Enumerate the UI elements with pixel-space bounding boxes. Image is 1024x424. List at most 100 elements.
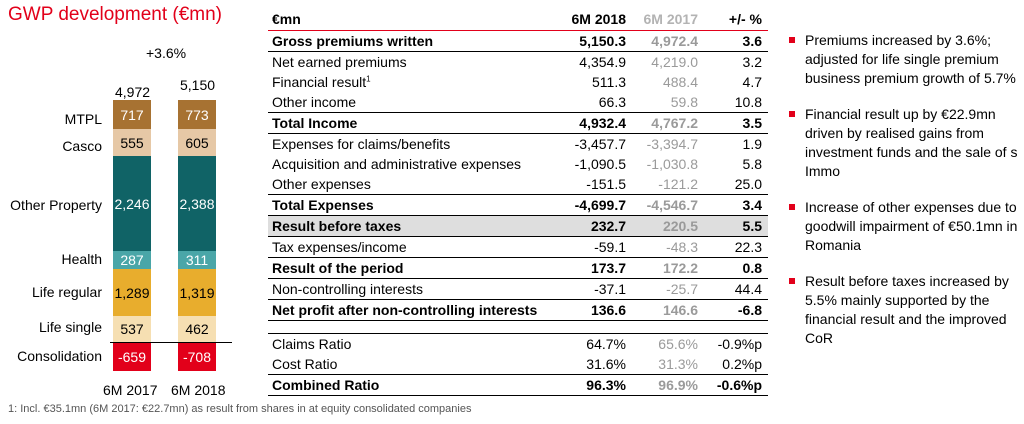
row-label: Cost Ratio	[268, 354, 560, 375]
header-2017: 6M 2017	[632, 7, 704, 31]
row-label-text: Financial result	[272, 74, 367, 90]
value-2017: 59.8	[632, 92, 704, 113]
total-2018: 5,150	[180, 77, 216, 93]
row-label: Expenses for claims/benefits	[272, 136, 451, 152]
row-label: Other expenses	[268, 174, 560, 195]
value-2018: -1,090.5	[574, 156, 626, 172]
value-change: 3.6	[704, 30, 768, 52]
value-change: 0.2%p	[704, 354, 768, 375]
value-2018: 64.7%	[560, 333, 632, 354]
row-label: Result before taxes	[268, 215, 560, 237]
segment-label-health: Health	[61, 251, 102, 267]
value-change: 22.3	[704, 236, 768, 258]
value-2017: -3,394.7	[646, 136, 698, 152]
bar-segment: -708	[178, 342, 216, 371]
segment-label-other-property: Other Property	[10, 197, 102, 213]
value-2017: -48.3	[632, 236, 704, 258]
bar-segment: 1,289	[113, 269, 151, 316]
spacer-cell	[704, 321, 768, 334]
x-label-2017: 6M 2017	[103, 382, 158, 398]
bullet-text: Premiums increased by 3.6%; adjusted for…	[805, 32, 1016, 86]
value-change: -0.6%p	[704, 374, 768, 396]
table-row: Net earned premiums 4,354.9 4,219.0 3.2	[268, 52, 768, 73]
value-2018: 232.7	[560, 215, 632, 237]
chart-title: GWP development (€mn)	[8, 4, 223, 25]
value-2018: -151.5	[560, 174, 632, 195]
value-2017: 31.3%	[632, 354, 704, 375]
value-2018: 5,150.3	[560, 30, 632, 52]
bullet-square-icon	[789, 204, 795, 210]
value-2017: 4,972.4	[632, 30, 704, 52]
row-label: Total Expenses	[268, 194, 560, 216]
bullet-square-icon	[789, 37, 795, 43]
value-2018: 511.3	[592, 74, 626, 90]
table-row: Total Income 4,932.4 4,767.2 3.5	[268, 112, 768, 134]
value-2018: -37.1	[560, 278, 632, 300]
table-row: Non-controlling interests -37.1 -25.7 44…	[268, 278, 768, 300]
bar-segment: 2,246	[113, 156, 151, 251]
table-spacer	[268, 321, 768, 334]
bar-segment: 462	[178, 316, 216, 342]
bullet-text: Increase of other expenses due to goodwi…	[805, 199, 1018, 253]
table-row: Financial result1 511.3 488.4 4.7	[268, 72, 768, 92]
row-label: Total Income	[268, 112, 560, 134]
value-change: 3.5	[704, 112, 768, 134]
chart-baseline	[110, 342, 232, 343]
growth-label: +3.6%	[146, 45, 187, 61]
header-change: +/- %	[704, 7, 768, 31]
table-row: Claims Ratio 64.7% 65.6% -0.9%p	[268, 333, 768, 354]
spacer-cell	[560, 321, 632, 334]
value-2017: 96.9%	[632, 374, 704, 396]
segment-label-mtpl: MTPL	[64, 111, 102, 127]
bullet-item: Financial result up by €22.9mn driven by…	[789, 105, 1021, 181]
spacer-cell	[268, 321, 560, 334]
header-label: €mn	[268, 7, 560, 31]
bar-segment: 555	[113, 129, 151, 156]
table-row: Gross premiums written 5,150.3 4,972.4 3…	[268, 30, 768, 52]
value-2017: 65.6%	[632, 333, 704, 354]
footnote-marker: 1	[366, 74, 371, 84]
row-label: Financial result1	[268, 72, 560, 92]
spacer-cell	[632, 321, 704, 334]
row-label: Tax expenses/income	[268, 236, 560, 258]
bar-segment: 311	[178, 251, 216, 269]
value-change: 3.2	[742, 54, 762, 70]
value-change: -6.8	[704, 299, 768, 321]
value-2018: 4,932.4	[560, 112, 632, 134]
value-change: 5.8	[742, 156, 762, 172]
footnote: 1: Incl. €35.1mn (6M 2017: €22.7mn) as r…	[8, 403, 472, 415]
value-2017: -121.2	[632, 174, 704, 195]
total-2017: 4,972	[115, 84, 151, 100]
bar-segment: 605	[178, 129, 216, 156]
value-2018: -3,457.7	[574, 136, 626, 152]
value-2017: 172.2	[632, 257, 704, 279]
table-row: Total Expenses -4,699.7 -4,546.7 3.4	[268, 194, 768, 216]
value-2018: -59.1	[560, 236, 632, 258]
value-2017: 146.6	[632, 299, 704, 321]
table-row: Combined Ratio 96.3% 96.9% -0.6%p	[268, 374, 768, 396]
value-2017: 4,219.0	[651, 54, 698, 70]
bar-segment: -659	[113, 342, 151, 371]
row-label: Non-controlling interests	[268, 278, 560, 300]
segment-label-life-single: Life single	[38, 319, 102, 335]
table-row: Net profit after non-controlling interes…	[268, 299, 768, 321]
value-2017: -25.7	[632, 278, 704, 300]
value-2018: 66.3	[560, 92, 632, 113]
row-label: Combined Ratio	[268, 374, 560, 396]
value-change: 44.4	[704, 278, 768, 300]
value-change: 4.7	[742, 74, 762, 90]
value-2018: 96.3%	[560, 374, 632, 396]
bar-segment: 287	[113, 251, 151, 269]
row-label: Acquisition and administrative expenses	[272, 156, 522, 172]
bullet-text: Result before taxes increased by 5.5% ma…	[805, 273, 1009, 346]
bullet-item: Increase of other expenses due to goodwi…	[789, 198, 1021, 255]
value-2017: 4,767.2	[632, 112, 704, 134]
table-row: Tax expenses/income -59.1 -48.3 22.3	[268, 236, 768, 258]
value-change: -0.9%p	[704, 333, 768, 354]
value-2018: 4,354.9	[579, 54, 626, 70]
bullet-square-icon	[789, 278, 795, 284]
bullet-item: Result before taxes increased by 5.5% ma…	[789, 272, 1021, 348]
bar-segment: 717	[113, 100, 151, 129]
value-2017: 488.4	[662, 74, 698, 90]
value-2018: 136.6	[560, 299, 632, 321]
